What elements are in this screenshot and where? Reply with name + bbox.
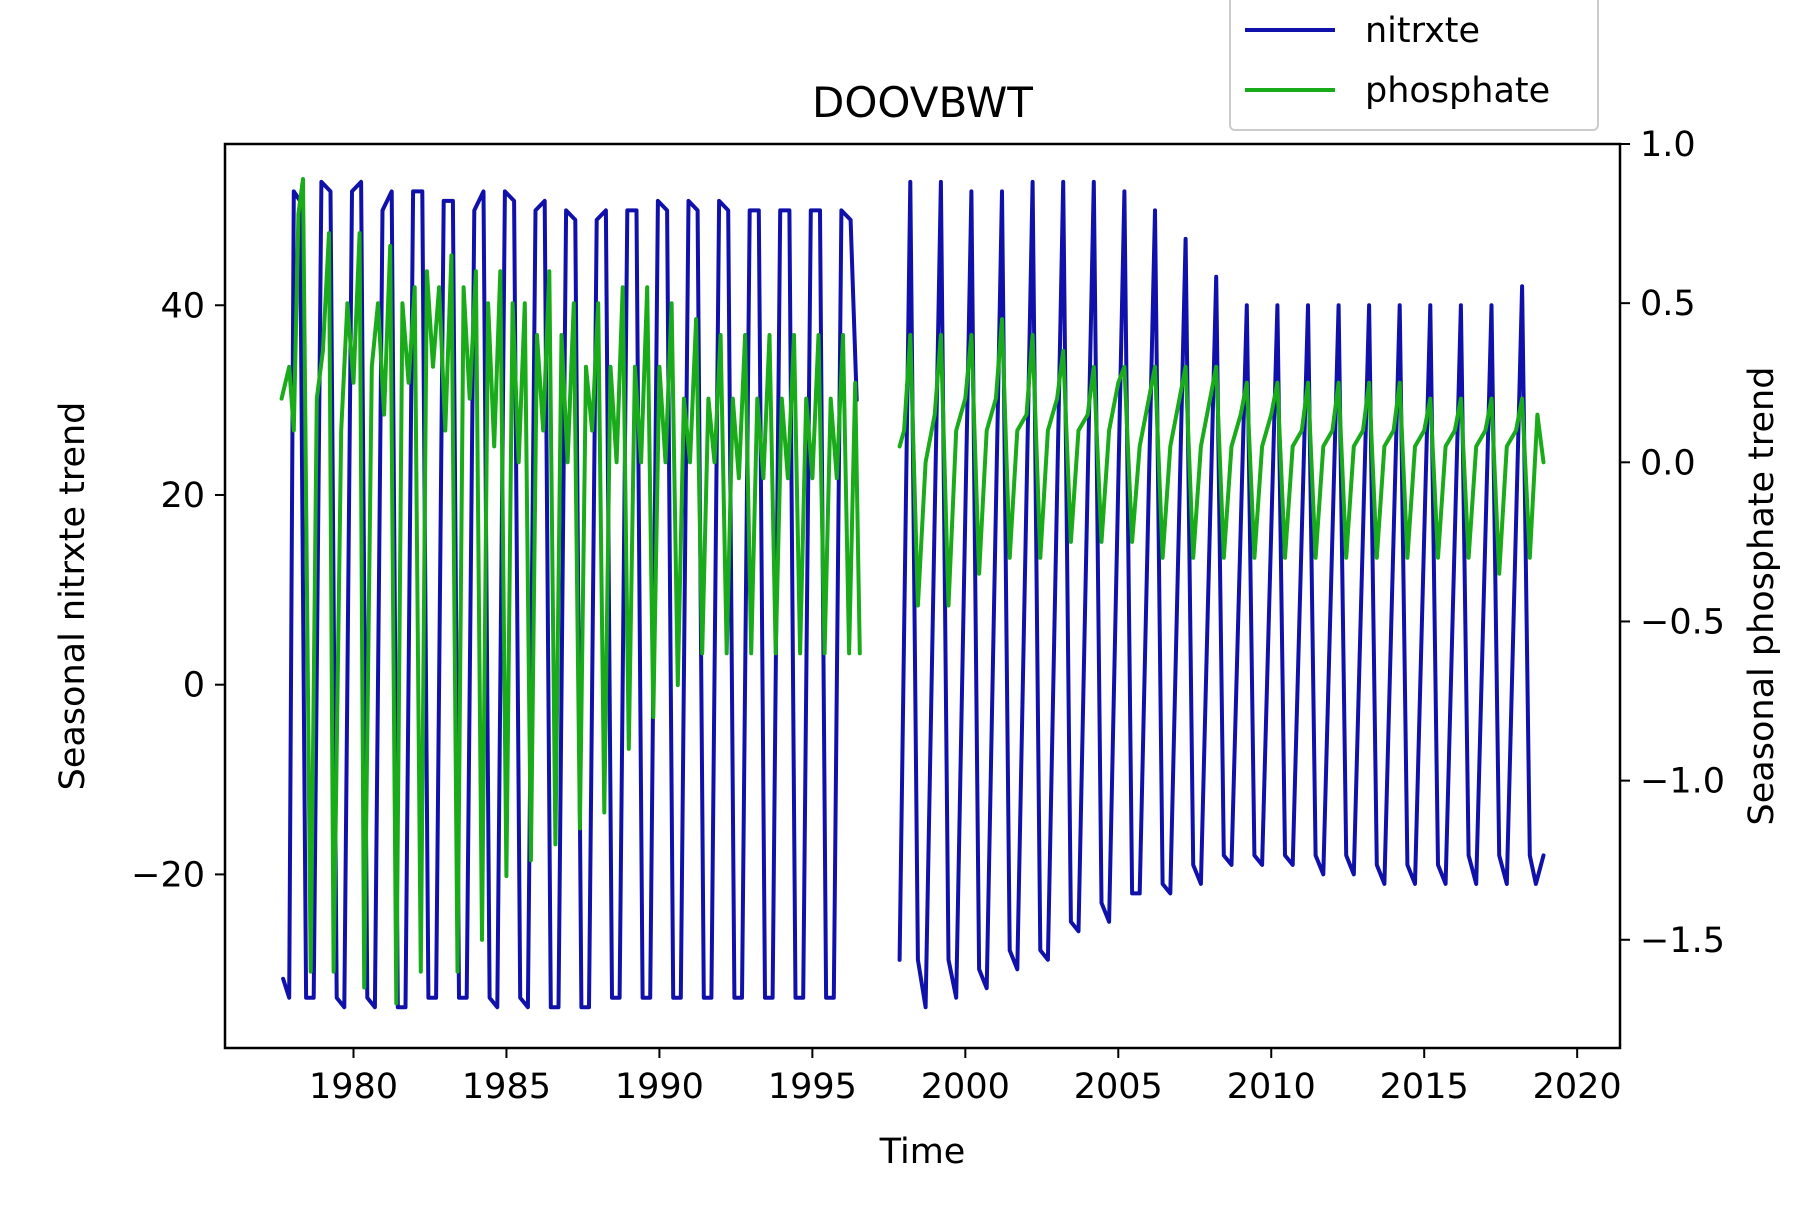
x-tick-label: 2000: [921, 1067, 1010, 1107]
y-right-tick-label: −1.0: [1640, 762, 1725, 802]
y-axis-left-label: Seasonal nitrxte trend: [53, 402, 93, 791]
series-layer: [279, 177, 1546, 1010]
y-right-tick-label: −0.5: [1640, 602, 1725, 642]
y-left-tick-label: 20: [160, 476, 205, 516]
series-line-nitrxte-segment-2: [897, 179, 1546, 1010]
x-tick-label: 1985: [462, 1067, 551, 1107]
legend-box: [1229, 0, 1599, 131]
y-axis-left: −20 0 20 40: [131, 286, 225, 895]
series-line-nitrxte-segment-1: [281, 179, 859, 1010]
y-axis-right-label: Seasonal phosphate trend: [1742, 367, 1782, 826]
legend: nitrxte phosphate: [1229, 0, 1599, 131]
legend-label-phosphate: phosphate: [1365, 71, 1550, 111]
y-right-tick-label: 0.0: [1640, 443, 1696, 483]
x-tick-label: 2020: [1533, 1067, 1622, 1107]
y-right-tick-label: 0.5: [1640, 284, 1696, 324]
series-line-phosphate-segment-2: [897, 317, 1546, 608]
legend-label-nitrxte: nitrxte: [1365, 11, 1480, 51]
series-line-phosphate-segment-1: [279, 177, 862, 1006]
x-tick-label: 1990: [615, 1067, 704, 1107]
y-left-tick-label: −20: [131, 855, 205, 895]
plot-area-frame: [223, 142, 1622, 1050]
y-left-tick-label: 0: [183, 666, 205, 706]
x-tick-label: 2005: [1074, 1067, 1163, 1107]
x-tick-label: 1995: [768, 1067, 857, 1107]
x-tick-label: 2015: [1380, 1067, 1469, 1107]
y-left-tick-label: 40: [160, 286, 205, 326]
x-tick-label: 2010: [1227, 1067, 1316, 1107]
x-tick-label: 1980: [309, 1067, 398, 1107]
chart-title: DOOVBWT: [812, 78, 1033, 127]
x-axis: 1980 1985 1990 1995 2000 2005 2010 2015 2020: [309, 1048, 1622, 1107]
x-axis-label: Time: [879, 1132, 966, 1172]
y-right-tick-label: 1.0: [1640, 125, 1696, 165]
y-axis-right: −1.5 −1.0 −0.5 0.0 0.5 1.0: [1620, 125, 1725, 961]
y-right-tick-label: −1.5: [1640, 921, 1725, 961]
